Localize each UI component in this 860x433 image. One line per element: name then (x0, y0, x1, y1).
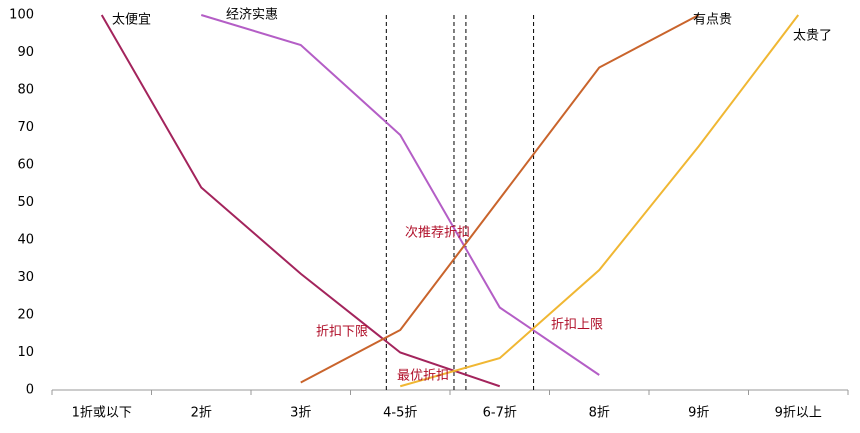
y-tick-label: 30 (17, 270, 34, 285)
y-tick-label: 40 (17, 233, 34, 248)
y-tick-label: 50 (17, 195, 34, 210)
annotation: 折扣上限 (551, 318, 603, 333)
series-line (100, 14, 501, 388)
series-label: 有点贵 (693, 13, 732, 28)
x-tick-label: 9折 (688, 406, 709, 421)
y-tick-label: 60 (17, 158, 34, 173)
series-label: 太便宜 (112, 13, 151, 28)
annotation: 最优折扣 (397, 369, 449, 384)
series-label: 经济实惠 (226, 8, 278, 23)
y-tick-label: 10 (17, 345, 34, 360)
x-tick-label: 6-7折 (483, 406, 517, 421)
x-tick-label: 3折 (290, 406, 311, 421)
annotation: 次推荐折扣 (405, 225, 470, 241)
y-tick-label: 90 (17, 45, 34, 60)
x-tick-label: 9折以上 (775, 406, 822, 421)
y-tick-label: 80 (17, 83, 34, 98)
x-tick-label: 4-5折 (383, 406, 417, 421)
y-tick-label: 70 (17, 120, 34, 135)
series-line (200, 14, 600, 376)
series-line (300, 14, 700, 384)
x-tick-label: 8折 (589, 406, 610, 421)
x-tick-label: 1折或以下 (72, 406, 132, 421)
y-tick-label: 20 (17, 308, 34, 323)
y-tick-label: 100 (9, 8, 34, 23)
annotation: 折扣下限 (316, 325, 368, 340)
y-tick-label: 0 (26, 383, 34, 398)
x-tick-label: 2折 (191, 406, 212, 421)
series-line (399, 14, 800, 388)
series-label: 太贵了 (793, 29, 832, 44)
